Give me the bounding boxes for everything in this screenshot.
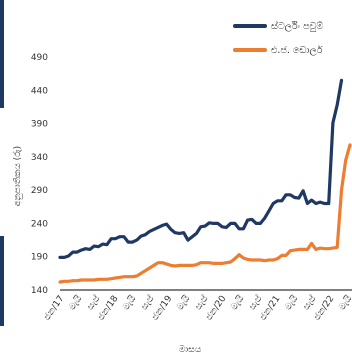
y-axis-ticks: 140 190 240 290 340 390 440 490: [31, 53, 48, 296]
x-axis-title: මාසය: [179, 345, 202, 355]
x-tick-label: මැයි: [229, 293, 247, 312]
legend-swatch-usd: [233, 48, 267, 52]
legend-item-usd: එ.ජ. ඩොලර්: [233, 38, 323, 62]
x-tick-label: මැයි: [121, 293, 139, 312]
x-tick-label: මැයි: [283, 293, 301, 312]
x-tick-label: මැයි: [337, 293, 352, 312]
legend-item-gbp: ස්ටර්ලිං පවුම්: [233, 14, 323, 38]
y-tick-label: 490: [31, 53, 48, 63]
x-tick-label: සැප්: [247, 293, 265, 312]
y-axis-title: අනුපාතිකය (රු): [12, 146, 23, 206]
y-tick-label: 240: [31, 219, 48, 229]
x-tick-label: සැප්: [139, 293, 157, 312]
frame-accent-bar-bottom: [0, 236, 4, 326]
frame-accent-bar-top: [0, 0, 4, 108]
series-line-usd: [58, 143, 352, 284]
y-tick-label: 340: [31, 153, 48, 163]
y-tick-label: 190: [31, 253, 48, 263]
x-tick-label: සැප්: [193, 293, 211, 312]
y-tick-label: 440: [31, 86, 48, 96]
x-tick-label: ජන/17: [42, 294, 66, 323]
x-tick-label: සැප්: [301, 293, 319, 312]
legend-label-usd: එ.ජ. ඩොලර්: [271, 44, 323, 56]
x-tick-label: සැප්: [85, 293, 103, 312]
x-tick-label: මැයි: [175, 293, 193, 312]
x-axis-ticks: ජන/17 මැයි සැප්ජන/18 මැයි සැප්ජන/19 මැයි සැප්ජ…: [42, 293, 352, 323]
x-tick-label: මැයි: [67, 293, 85, 312]
legend-label-gbp: ස්ටර්ලිං පවුම්: [271, 20, 324, 32]
series-line-gbp: [58, 78, 344, 259]
y-tick-label: 390: [31, 120, 48, 130]
series-group: [58, 78, 352, 284]
y-tick-label: 290: [31, 186, 48, 196]
legend: ස්ටර්ලිං පවුම් එ.ජ. ඩොලර්: [233, 14, 323, 62]
legend-swatch-gbp: [233, 24, 267, 28]
y-tick-label: 140: [31, 286, 48, 296]
